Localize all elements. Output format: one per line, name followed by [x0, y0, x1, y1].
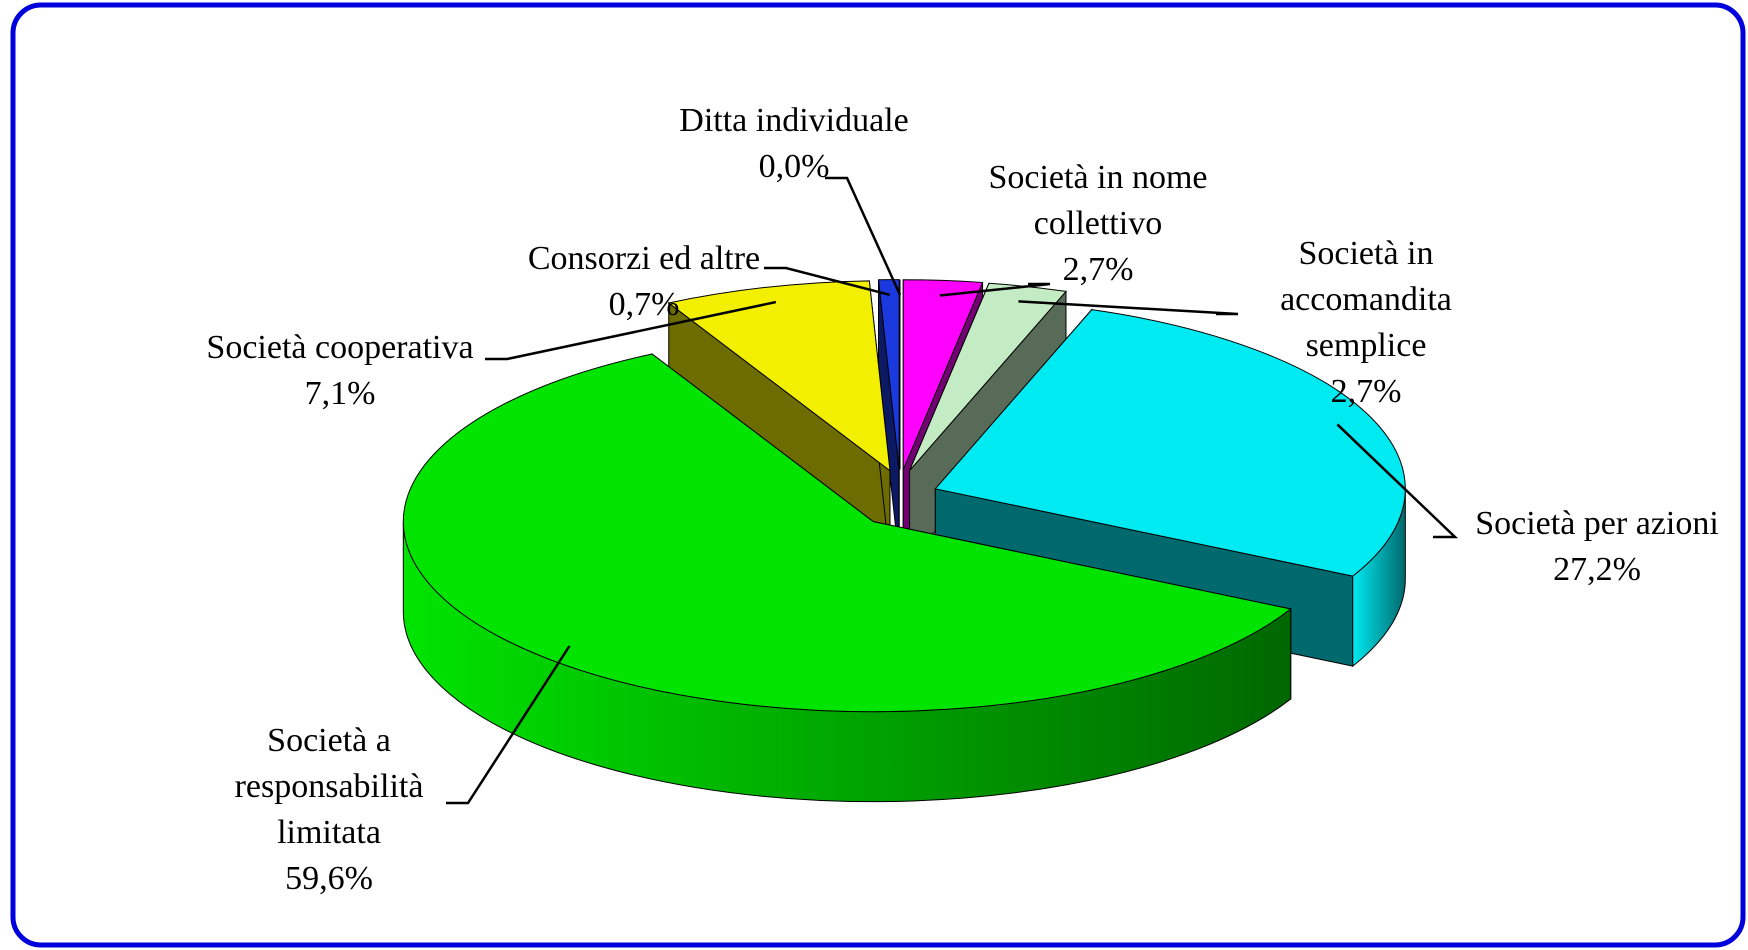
slice-label: Società a responsabilità limitata 59,6%	[222, 718, 437, 902]
slice-label: Ditta individuale 0,0%	[679, 98, 908, 190]
slice	[877, 279, 900, 470]
leader-line	[1336, 423, 1459, 539]
category-name: Consorzi ed altre	[527, 240, 761, 277]
value-label: 2,7%	[1062, 251, 1134, 288]
tops	[402, 279, 1406, 713]
category-name: Società in accomandita semplice	[1280, 235, 1452, 364]
value-label: 2,7%	[1330, 373, 1402, 410]
category-name: Società a responsabilità limitata	[234, 722, 424, 851]
value-label: 59,6%	[285, 860, 373, 897]
slice	[902, 279, 984, 470]
slice-label: Società in nome collettivo 2,7%	[958, 155, 1238, 293]
leader-line	[825, 176, 902, 296]
leader-line	[446, 645, 571, 805]
leader-line	[764, 266, 890, 297]
value-label: 7,1%	[304, 375, 376, 412]
slice-label: Società per azioni 27,2%	[1475, 501, 1719, 593]
slice	[667, 280, 891, 472]
category-name: Ditta individuale	[679, 102, 909, 139]
slice	[934, 309, 1406, 577]
category-name: Società in nome collettivo	[988, 159, 1208, 242]
leader-line	[485, 300, 777, 361]
value-label: 0,0%	[758, 148, 830, 185]
slice-label: Società cooperativa 7,1%	[206, 325, 473, 417]
value-label: 27,2%	[1553, 551, 1641, 588]
leader-line	[1018, 300, 1239, 316]
leader-line	[939, 282, 1051, 297]
slice-label: Consorzi ed altre 0,7%	[528, 236, 760, 328]
slice	[402, 353, 1292, 713]
value-label: 0,7%	[608, 286, 680, 323]
category-name: Società cooperativa	[206, 329, 474, 366]
category-name: Società per azioni	[1475, 505, 1719, 542]
slice-label: Società in accomandita semplice 2,7%	[1261, 231, 1471, 415]
